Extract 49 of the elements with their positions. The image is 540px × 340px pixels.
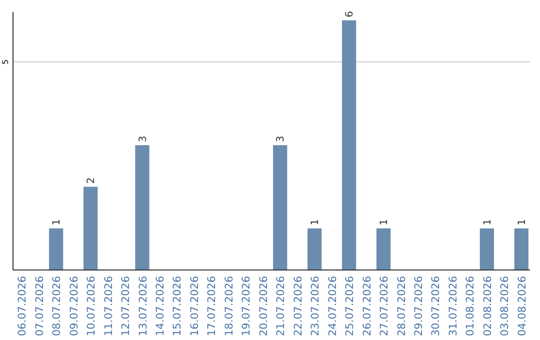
- x-tick-label: 30.07.2026: [430, 276, 442, 336]
- x-tick-label: 09.07.2026: [68, 276, 80, 336]
- data-label: 1: [482, 219, 494, 226]
- bar: [342, 20, 356, 270]
- x-tick-label: 25.07.2026: [344, 276, 356, 336]
- x-tick-label: 06.07.2026: [16, 276, 29, 336]
- data-label: 3: [138, 136, 149, 142]
- x-tick-label: 02.08.2026: [482, 276, 494, 336]
- x-tick-label: 26.07.2026: [361, 276, 374, 336]
- data-label: 3: [276, 136, 287, 142]
- bar: [273, 145, 288, 270]
- x-tick-label: 20.07.2026: [258, 276, 270, 336]
- x-tick-label: 12.07.2026: [120, 276, 132, 336]
- x-tick-label: 19.07.2026: [240, 276, 253, 336]
- x-tick-label: 15.07.2026: [172, 276, 184, 336]
- y-tick-label: 5: [1, 59, 10, 64]
- x-tick-label: 22.07.2026: [292, 276, 304, 336]
- bar: [376, 228, 391, 270]
- x-tick-label: 18.07.2026: [223, 276, 236, 336]
- bar: [514, 228, 528, 270]
- x-tick-label: 24.07.2026: [326, 276, 339, 336]
- x-tick-label: 21.07.2026: [275, 276, 288, 336]
- x-tick-label: 04.08.2026: [516, 276, 528, 336]
- x-tick-label: 31.07.2026: [447, 276, 460, 336]
- data-label: 2: [86, 177, 98, 184]
- bar: [308, 228, 322, 270]
- x-tick-label: 07.07.2026: [34, 276, 46, 336]
- data-label: 1: [310, 219, 322, 226]
- bar: [83, 186, 98, 270]
- bar: [135, 145, 150, 270]
- bar: [49, 228, 64, 270]
- data-label: 1: [516, 219, 528, 226]
- bar: [480, 228, 494, 270]
- data-label: 1: [379, 219, 390, 226]
- x-tick-label: 13.07.2026: [137, 276, 150, 336]
- x-tick-label: 01.08.2026: [464, 276, 477, 336]
- x-tick-label: 28.07.2026: [396, 276, 408, 336]
- x-tick-label: 03.08.2026: [499, 276, 512, 336]
- data-label: 1: [52, 219, 63, 226]
- x-tick-label: 27.07.2026: [378, 276, 391, 336]
- x-tick-label: 14.07.2026: [154, 276, 166, 336]
- x-tick-label: 10.07.2026: [86, 276, 98, 336]
- x-tick-label: 29.07.2026: [412, 276, 425, 336]
- x-tick-label: 23.07.2026: [310, 276, 322, 336]
- x-tick-label: 17.07.2026: [206, 276, 218, 336]
- data-label: 6: [344, 10, 356, 18]
- x-tick-label: 16.07.2026: [188, 276, 201, 336]
- x-tick-label: 08.07.2026: [51, 276, 64, 336]
- x-tick-label: 11.07.2026: [102, 276, 115, 336]
